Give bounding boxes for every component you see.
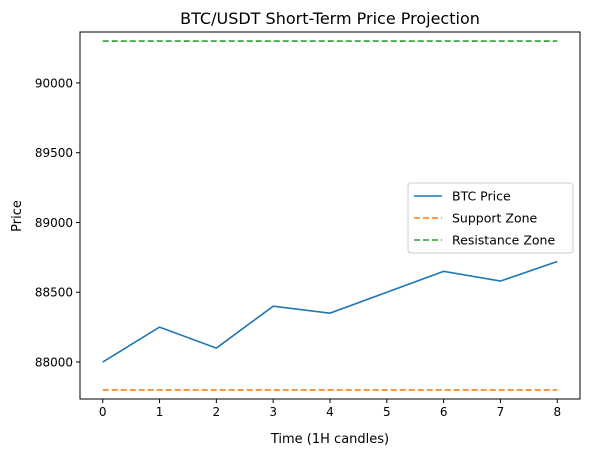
x-axis-label: Time (1H candles)	[270, 432, 389, 447]
y-tick-label: 88500	[35, 286, 73, 300]
x-axis: 0 1 2 3 4 5 6 7 8	[99, 399, 561, 419]
x-tick-label: 5	[383, 405, 391, 419]
legend-label-1: Support Zone	[452, 211, 538, 226]
legend-label-0: BTC Price	[452, 189, 511, 204]
y-tick-label: 89000	[35, 216, 73, 230]
x-tick-label: 8	[553, 405, 561, 419]
y-axis-label: Price	[10, 200, 25, 232]
legend-box	[407, 182, 574, 254]
series-line-0	[102, 260, 558, 363]
legend: BTC Price Support Zone Resistance Zone	[407, 182, 574, 254]
plot-area	[102, 40, 558, 391]
x-tick-label: 0	[99, 405, 107, 419]
x-tick-label: 4	[326, 405, 334, 419]
y-axis: 88000 88500 89000 89500 90000	[35, 76, 80, 370]
x-tick-label: 7	[497, 405, 505, 419]
x-tick-label: 2	[213, 405, 221, 419]
x-tick-label: 6	[440, 405, 448, 419]
x-tick-label: 3	[269, 405, 277, 419]
chart-title: BTC/USDT Short-Term Price Projection	[180, 9, 480, 28]
y-tick-label: 89500	[35, 146, 73, 160]
y-tick-label: 88000	[35, 356, 73, 370]
legend-label-2: Resistance Zone	[452, 233, 555, 248]
y-tick-label: 90000	[35, 76, 73, 90]
x-tick-label: 1	[156, 405, 164, 419]
